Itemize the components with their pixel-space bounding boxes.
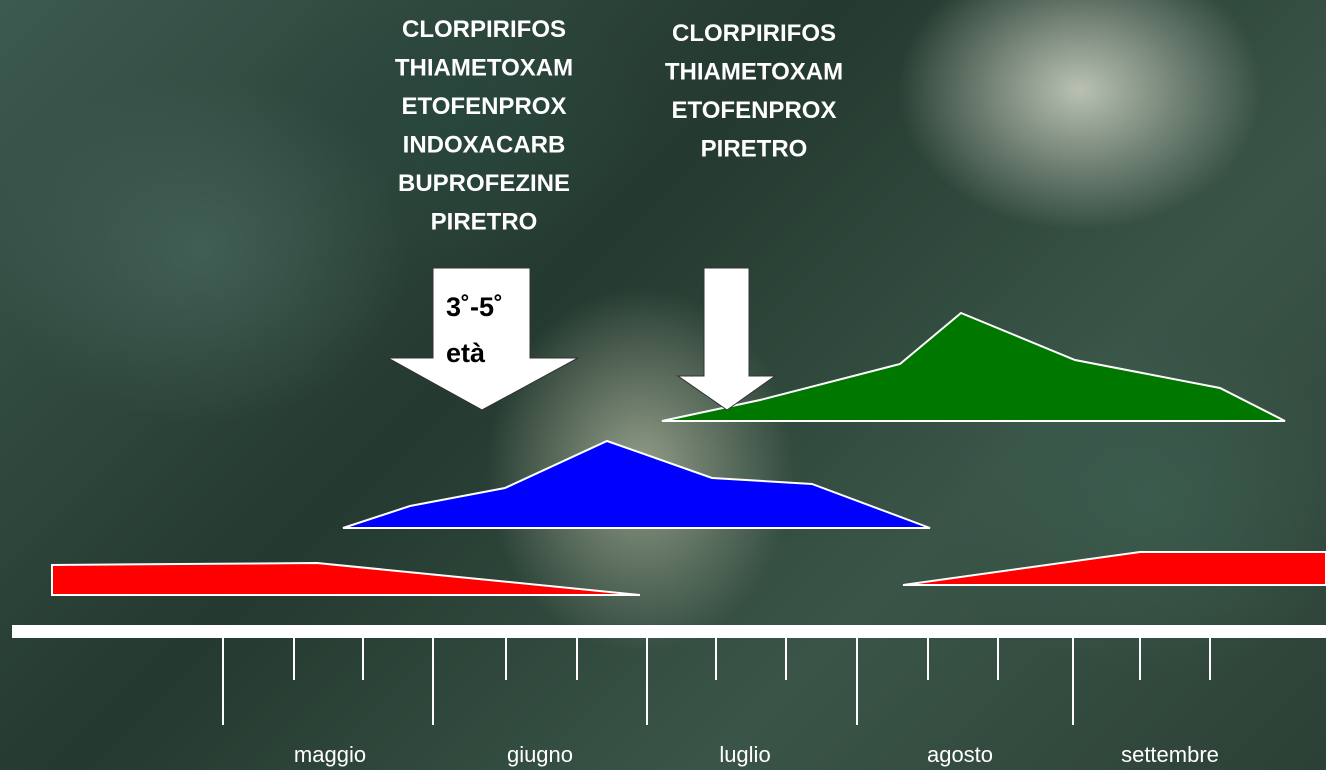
product-name: ETOFENPROX xyxy=(672,97,837,124)
product-name: PIRETRO xyxy=(431,209,538,236)
generation-area xyxy=(342,439,931,529)
product-name: ETOFENPROX xyxy=(402,93,567,120)
product-name: CLORPIRIFOS xyxy=(402,16,566,43)
product-name: INDOXACARB xyxy=(403,132,566,159)
month-label: giugno xyxy=(507,742,573,767)
treatment-arrow xyxy=(676,267,777,411)
generation-area xyxy=(661,311,1286,422)
product-name: PIRETRO xyxy=(701,136,808,163)
product-name: CLORPIRIFOS xyxy=(672,20,836,47)
month-label: agosto xyxy=(927,742,993,767)
product-name: BUPROFEZINE xyxy=(398,170,570,197)
treatment-arrow xyxy=(387,267,579,411)
arrow-label: 3˚-5˚ xyxy=(446,292,503,322)
product-name: THIAMETOXAM xyxy=(665,59,843,86)
generation-area xyxy=(902,551,1326,586)
generation-area xyxy=(51,561,641,596)
timeline xyxy=(12,625,1326,638)
product-name: THIAMETOXAM xyxy=(395,55,573,82)
month-label: luglio xyxy=(719,742,770,767)
month-label: settembre xyxy=(1121,742,1219,767)
arrow-label: età xyxy=(446,338,486,368)
ticks xyxy=(222,638,1211,725)
month-label: maggio xyxy=(294,742,366,767)
